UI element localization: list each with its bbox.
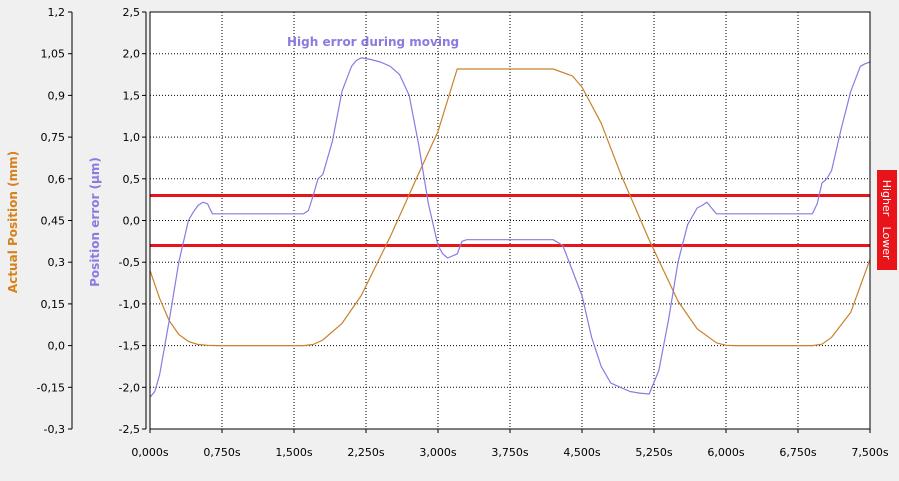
- y-outer-tick-label: 0,15: [41, 298, 66, 311]
- y-outer-tick-label: 0,9: [48, 89, 66, 102]
- series-line-actual-position: [149, 68, 871, 347]
- y-outer-axis-title: Actual Position (mm): [6, 151, 20, 293]
- y-outer-tick-label: -0,15: [37, 381, 65, 394]
- y-outer-tick-label: 0,75: [41, 131, 66, 144]
- y-outer-tick-label: 0,45: [41, 215, 66, 228]
- y-inner-tick-label: 1,5: [123, 89, 141, 102]
- x-tick-label: 1,500s: [275, 446, 312, 459]
- y-outer-tick-label: 1,05: [41, 48, 66, 61]
- x-tick-label: 0,000s: [131, 446, 168, 459]
- y-outer-tick-label: 0,6: [48, 173, 66, 186]
- y-outer-ticks: 1,2 1,05 0,9 0,75 0,6 0,45 0,3 0,15 0,0 -0,15 -0,3: [37, 6, 72, 436]
- y-outer-tick-label: 0,0: [48, 340, 66, 353]
- y-inner-tick-label: -2,5: [119, 423, 140, 436]
- x-tick-label: 2,250s: [347, 446, 384, 459]
- chart-annotation: High error during moving: [287, 35, 459, 49]
- y-inner-tick-label: -2,0: [119, 381, 140, 394]
- y-inner-tick-label: 2,5: [123, 6, 141, 19]
- limit-layer: [150, 193, 870, 248]
- x-tick-label: 6,000s: [707, 446, 744, 459]
- x-tick-label: 4,500s: [563, 446, 600, 459]
- series-line-position-error: [149, 57, 871, 398]
- limit-lower-label: Lower: [880, 227, 893, 260]
- y-inner-tick-label: -0,5: [119, 256, 140, 269]
- y-outer-tick-label: -0,3: [44, 423, 65, 436]
- x-tick-label: 6,750s: [779, 446, 816, 459]
- y-inner-tick-label: 1,0: [123, 131, 141, 144]
- y-inner-tick-label: 0,5: [123, 173, 141, 186]
- x-tick-label: 3,000s: [419, 446, 456, 459]
- y-outer-tick-label: 1,2: [48, 6, 66, 19]
- x-ticks: 0,000s 0,750s 1,500s 2,250s 3,000s 3,750s 4,50…: [131, 429, 889, 459]
- y-inner-tick-label: 0,0: [123, 215, 141, 228]
- y-outer-tick-label: 0,3: [48, 256, 66, 269]
- series-layer: [149, 57, 871, 398]
- limit-label-box: [877, 170, 897, 270]
- x-tick-label: 5,250s: [635, 446, 672, 459]
- x-tick-label: 0,750s: [203, 446, 240, 459]
- x-tick-label: 3,750s: [491, 446, 528, 459]
- y-inner-tick-label: -1,0: [119, 298, 140, 311]
- y-inner-axis-title: Position error (µm): [88, 157, 102, 287]
- y-inner-ticks: 2,5 2,0 1,5 1,0 0,5 0,0 -0,5 -1,0 -1,5 -2,0 -2,5: [119, 6, 146, 436]
- y-inner-tick-label: 2,0: [123, 48, 141, 61]
- x-tick-label: 7,500s: [851, 446, 888, 459]
- limit-higher-label: Higher: [880, 180, 893, 217]
- y-inner-tick-label: -1,5: [119, 340, 140, 353]
